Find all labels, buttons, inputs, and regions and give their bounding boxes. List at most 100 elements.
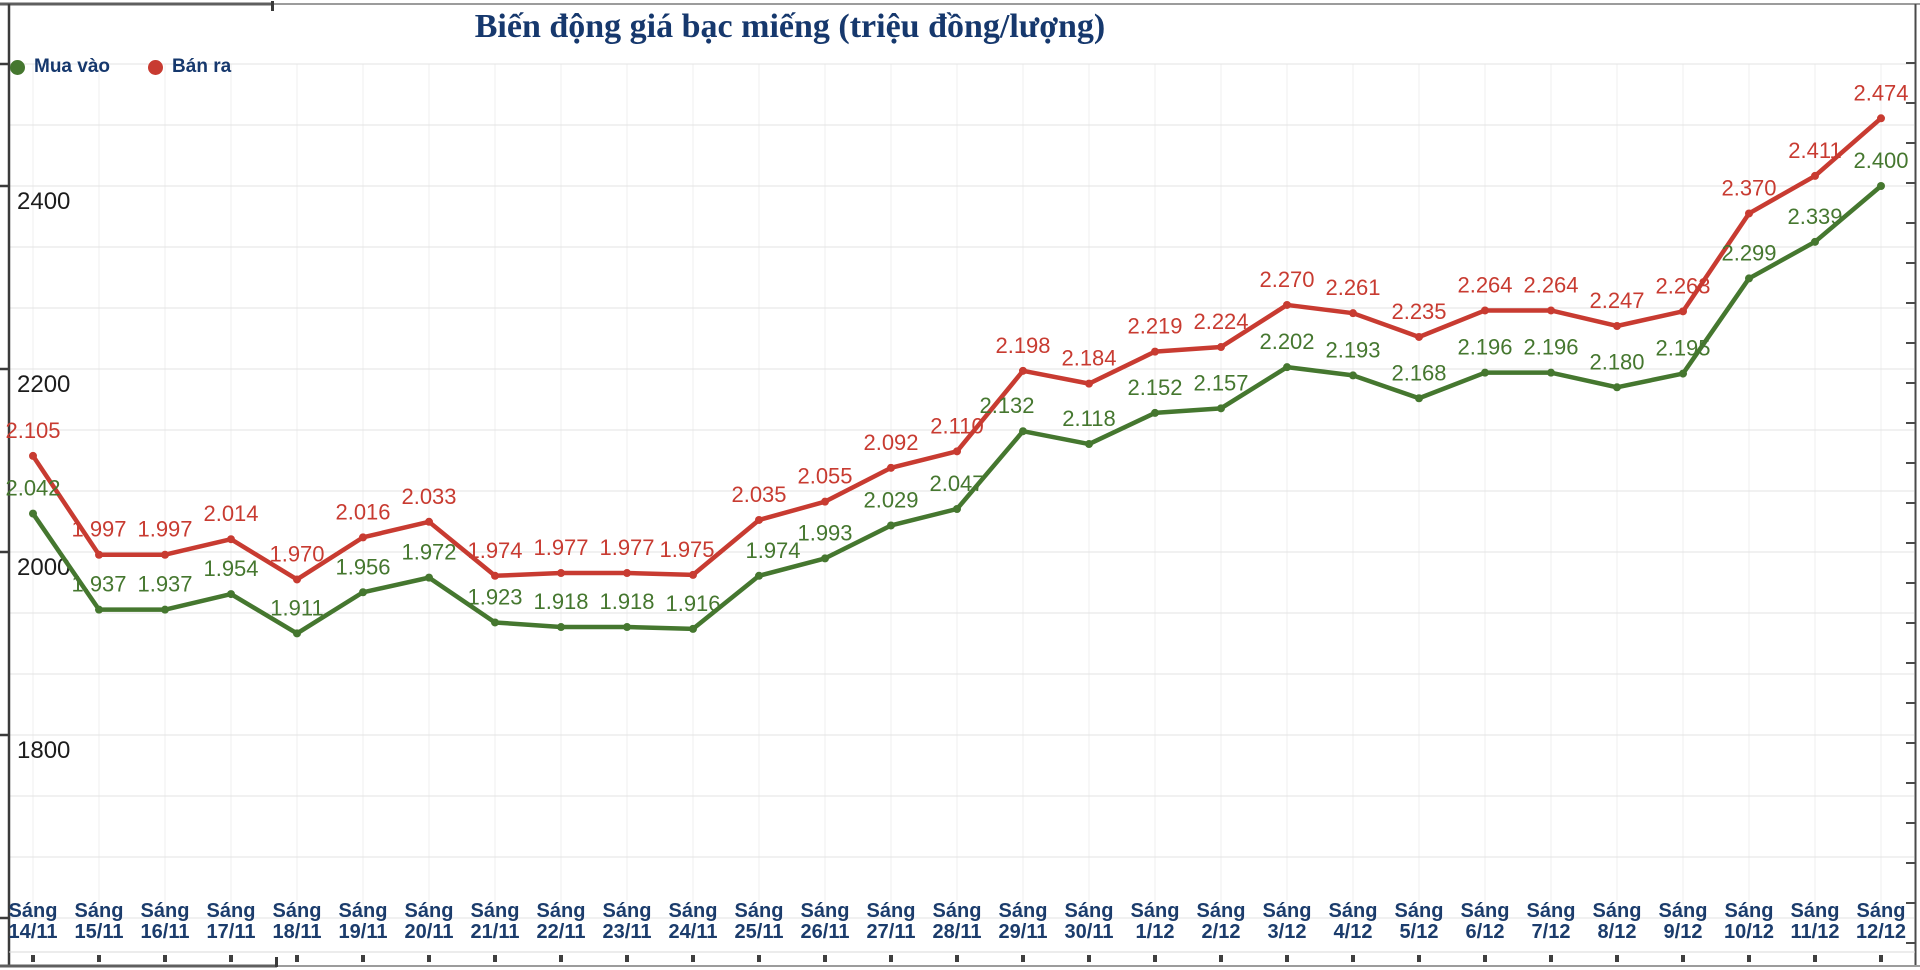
data-point-label-mua-vao: 2.047 [929,471,984,496]
data-point-label-mua-vao: 1.974 [745,538,800,563]
data-point-ban-ra [1349,309,1357,318]
x-axis-label-prefix: Sáng [933,900,982,922]
data-point-ban-ra [1679,307,1687,316]
x-axis-label-date: 28/11 [933,921,982,943]
data-point-ban-ra [227,535,235,544]
data-point-label-ban-ra: 2.370 [1721,175,1776,200]
data-point-mua-vao [1283,363,1291,372]
data-point-label-mua-vao: 2.118 [1062,406,1115,431]
x-axis-label-date: 23/11 [603,921,652,943]
x-axis-label-date: 26/11 [801,921,850,943]
x-axis-tick [295,955,299,962]
data-point-label-ban-ra: 2.264 [1457,272,1512,297]
x-axis-tick [1483,955,1487,962]
data-point-label-ban-ra: 2.092 [863,430,918,455]
data-point-label-ban-ra: 2.198 [995,333,1050,358]
data-point-mua-vao [359,588,367,597]
bottom-border-notch [275,957,278,967]
data-point-label-ban-ra: 2.035 [731,482,786,507]
x-axis-tick [691,955,695,962]
x-axis-tick [1219,955,1223,962]
x-axis-label-date: 3/12 [1268,921,1307,943]
top-border-notch [271,1,274,11]
data-point-mua-vao [1547,368,1555,377]
x-axis-label-date: 18/11 [273,921,322,943]
x-axis-tick [31,955,35,962]
x-axis-label-date: 5/12 [1400,921,1439,943]
x-axis-tick [1021,955,1025,962]
x-axis-label-date: 2/12 [1202,921,1241,943]
data-point-mua-vao [1877,182,1885,190]
data-point-label-ban-ra: 2.055 [797,464,852,489]
data-point-label-mua-vao: 1.916 [665,591,720,616]
data-point-mua-vao [887,521,895,530]
x-axis-tick [493,955,497,962]
x-axis-label-prefix: Sáng [1857,900,1906,922]
data-point-mua-vao [1019,427,1027,436]
x-axis-label-date: 8/12 [1598,921,1637,943]
data-point-label-ban-ra: 1.977 [533,535,588,560]
data-point-ban-ra [1019,366,1027,375]
x-axis-label-date: 1/12 [1136,921,1175,943]
x-axis-label-prefix: Sáng [1329,900,1378,922]
data-point-mua-vao [1811,237,1819,246]
x-axis-label-prefix: Sáng [1197,900,1246,922]
data-point-label-ban-ra: 2.014 [203,501,258,526]
data-point-label-ban-ra: 2.016 [335,499,390,524]
x-axis-label-date: 12/12 [1856,921,1906,943]
data-point-label-mua-vao: 2.042 [5,476,60,501]
data-point-label-mua-vao: 1.918 [533,589,588,614]
data-point-ban-ra [1547,306,1555,315]
data-point-label-mua-vao: 1.923 [467,584,522,609]
legend-item-ban-ra[interactable]: Bán ra [148,56,231,78]
data-point-label-mua-vao: 2.180 [1589,349,1644,374]
data-point-label-mua-vao: 2.202 [1259,329,1314,354]
data-point-label-mua-vao: 2.299 [1721,240,1776,265]
data-point-label-ban-ra: 1.977 [599,535,654,560]
data-point-label-ban-ra: 1.997 [137,517,192,542]
data-point-label-ban-ra: 1.970 [269,541,324,566]
data-point-label-mua-vao: 2.168 [1391,360,1446,385]
x-axis-label-date: 19/11 [339,921,388,943]
x-axis-label-date: 29/11 [999,921,1048,943]
data-point-ban-ra [95,550,103,559]
data-point-mua-vao [623,623,631,632]
x-axis-tick [427,955,431,962]
data-point-label-ban-ra: 2.474 [1853,80,1908,105]
data-point-ban-ra [1613,321,1621,330]
x-axis-label-date: 4/12 [1334,921,1373,943]
x-axis-tick [559,955,563,962]
data-point-ban-ra [359,533,367,542]
legend: Mua vào Bán ra [10,56,231,78]
x-axis-label-prefix: Sáng [867,900,916,922]
data-point-mua-vao [1679,369,1687,378]
x-axis-tick [163,955,167,962]
legend-label-ban-ra: Bán ra [172,56,232,77]
x-axis-tick [625,955,629,962]
data-point-mua-vao [161,605,169,614]
data-point-mua-vao [1349,371,1357,380]
data-point-label-mua-vao: 2.195 [1655,336,1710,361]
x-axis-label-date: 21/11 [471,921,520,943]
data-point-ban-ra [821,497,829,506]
x-axis-tick [229,955,233,962]
legend-label-mua-vao: Mua vào [34,56,111,77]
data-point-mua-vao [1745,274,1753,283]
data-point-mua-vao [491,618,499,627]
x-axis-label-prefix: Sáng [537,900,586,922]
data-point-label-ban-ra: 2.033 [401,484,456,509]
data-point-mua-vao [821,554,829,563]
y-axis-label: 1800 [17,737,70,764]
x-axis-tick [823,955,827,962]
data-point-ban-ra [953,447,961,456]
y-axis-label: 2400 [17,188,70,215]
x-axis-tick [757,955,761,962]
data-point-ban-ra [1811,171,1819,180]
data-point-ban-ra [425,517,433,526]
x-axis-tick [1153,955,1157,962]
legend-item-mua-vao[interactable]: Mua vào [10,56,110,78]
x-axis-label-date: 25/11 [735,921,784,943]
x-axis-label-prefix: Sáng [1065,900,1114,922]
x-axis-label-prefix: Sáng [471,900,520,922]
